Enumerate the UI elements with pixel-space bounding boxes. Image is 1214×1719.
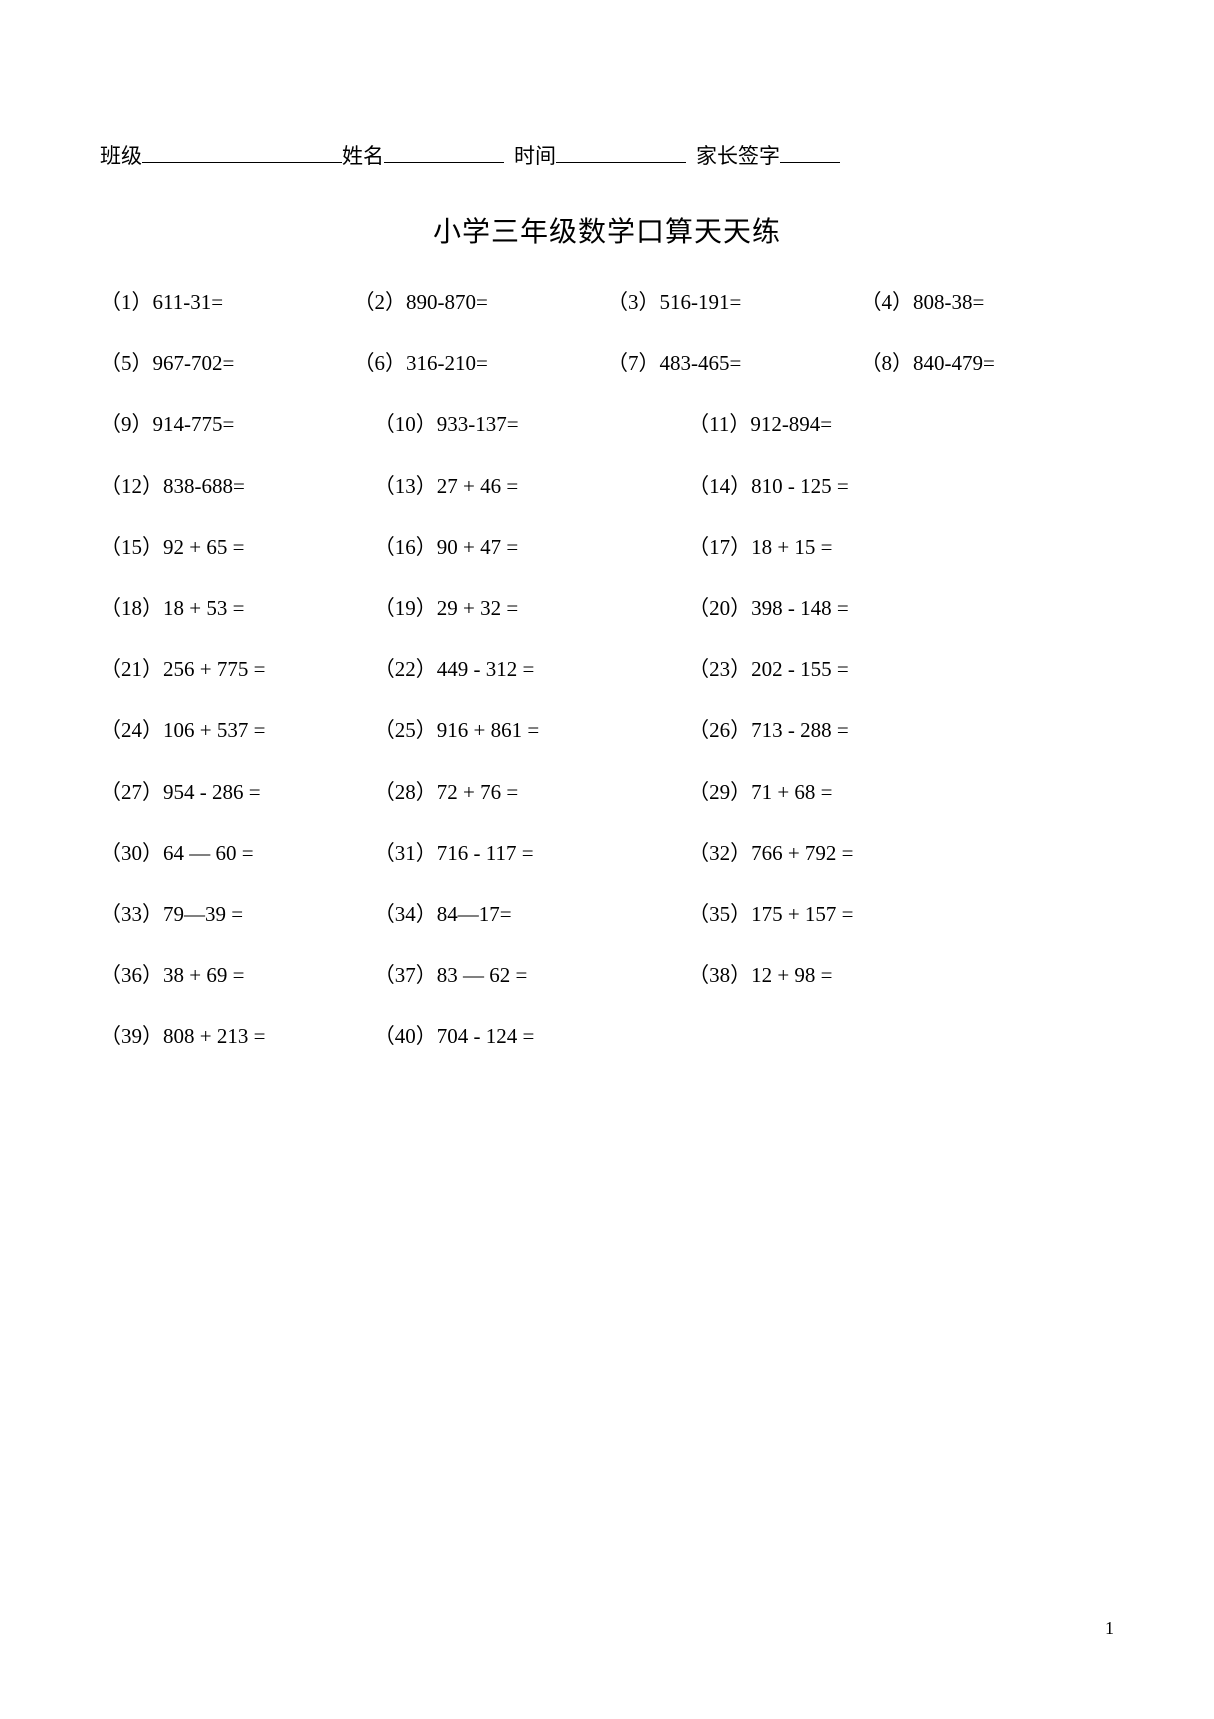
problem-item: （19）29 + 32 =	[374, 596, 688, 621]
problem-item: （16）90 + 47 =	[374, 535, 688, 560]
problem-row: （39）808 + 213 =（40）704 - 124 =	[100, 1024, 1114, 1049]
problem-item: （20）398 - 148 =	[688, 596, 1114, 621]
problem-row: （21）256 + 775 =（22）449 - 312 =（23）202 - …	[100, 657, 1114, 682]
name-blank[interactable]	[384, 142, 504, 163]
problem-row: （33）79—39 =（34）84—17=（35）175 + 157 =	[100, 902, 1114, 927]
sign-label: 家长签字	[696, 140, 780, 170]
problem-row: （1）611-31=（2）890-870=（3）516-191=（4）808-3…	[100, 290, 1114, 315]
problem-row: （9）914-775=（10）933-137=（11）912-894=	[100, 412, 1114, 437]
worksheet-title: 小学三年级数学口算天天练	[100, 210, 1114, 250]
problem-item: （39）808 + 213 =	[100, 1024, 374, 1049]
problem-item: （18）18 + 53 =	[100, 596, 374, 621]
problem-item: （27）954 - 286 =	[100, 780, 374, 805]
problem-item: （37）83 — 62 =	[374, 963, 688, 988]
problem-item: （6）316-210=	[354, 351, 608, 376]
problem-item: （12）838-688=	[100, 474, 374, 499]
problems-area: （1）611-31=（2）890-870=（3）516-191=（4）808-3…	[100, 290, 1114, 1049]
problem-item: （15）92 + 65 =	[100, 535, 374, 560]
problem-row: （27）954 - 286 =（28）72 + 76 =（29）71 + 68 …	[100, 780, 1114, 805]
problem-item: （24）106 + 537 =	[100, 718, 374, 743]
problem-item: （32）766 + 792 =	[688, 841, 1114, 866]
problem-item: （30）64 — 60 =	[100, 841, 374, 866]
problem-row: （18）18 + 53 =（19）29 + 32 =（20）398 - 148 …	[100, 596, 1114, 621]
name-label: 姓名	[342, 140, 384, 170]
problem-item: （9）914-775=	[100, 412, 374, 437]
problem-item: （38）12 + 98 =	[688, 963, 1114, 988]
problem-item: （25）916 + 861 =	[374, 718, 688, 743]
problem-item: （2）890-870=	[354, 290, 608, 315]
problem-item: （17）18 + 15 =	[688, 535, 1114, 560]
class-blank[interactable]	[142, 142, 342, 163]
problem-item: （21）256 + 775 =	[100, 657, 374, 682]
problem-item: （8）840-479=	[861, 351, 1115, 376]
header-line: 班级 姓名 时间 家长签字	[100, 140, 1114, 170]
problem-item: （40）704 - 124 =	[374, 1024, 688, 1049]
problem-item: （26）713 - 288 =	[688, 718, 1114, 743]
problem-item: （3）516-191=	[607, 290, 861, 315]
problem-item: （7）483-465=	[607, 351, 861, 376]
problem-item: （34）84—17=	[374, 902, 688, 927]
problem-item: （1）611-31=	[100, 290, 354, 315]
problem-item: （33）79—39 =	[100, 902, 374, 927]
problem-item: （14）810 - 125 =	[688, 474, 1114, 499]
problem-row: （5）967-702=（6）316-210=（7）483-465=（8）840-…	[100, 351, 1114, 376]
class-label: 班级	[100, 140, 142, 170]
problem-item: （35）175 + 157 =	[688, 902, 1114, 927]
problem-item: （29）71 + 68 =	[688, 780, 1114, 805]
sign-blank[interactable]	[780, 142, 840, 163]
problem-item: （28）72 + 76 =	[374, 780, 688, 805]
problem-item: （4）808-38=	[861, 290, 1115, 315]
problem-item: （5）967-702=	[100, 351, 354, 376]
problem-item: （13）27 + 46 =	[374, 474, 688, 499]
problem-row: （12）838-688=（13）27 + 46 =（14）810 - 125 =	[100, 474, 1114, 499]
page-number: 1	[1105, 1618, 1114, 1639]
problem-item: （10）933-137=	[374, 412, 688, 437]
worksheet-page: 班级 姓名 时间 家长签字 小学三年级数学口算天天练 （1）611-31=（2）…	[0, 0, 1214, 1049]
problem-item: （31）716 - 117 =	[374, 841, 688, 866]
problem-item: （11）912-894=	[688, 412, 1114, 437]
problem-row: （36）38 + 69 =（37）83 — 62 =（38）12 + 98 =	[100, 963, 1114, 988]
time-label: 时间	[514, 140, 556, 170]
problem-row: （24）106 + 537 =（25）916 + 861 =（26）713 - …	[100, 718, 1114, 743]
problem-row: （15）92 + 65 =（16）90 + 47 =（17）18 + 15 =	[100, 535, 1114, 560]
problem-item: （23）202 - 155 =	[688, 657, 1114, 682]
problem-item: （22）449 - 312 =	[374, 657, 688, 682]
time-blank[interactable]	[556, 142, 686, 163]
problem-row: （30）64 — 60 =（31）716 - 117 =（32）766 + 79…	[100, 841, 1114, 866]
problem-item: （36）38 + 69 =	[100, 963, 374, 988]
